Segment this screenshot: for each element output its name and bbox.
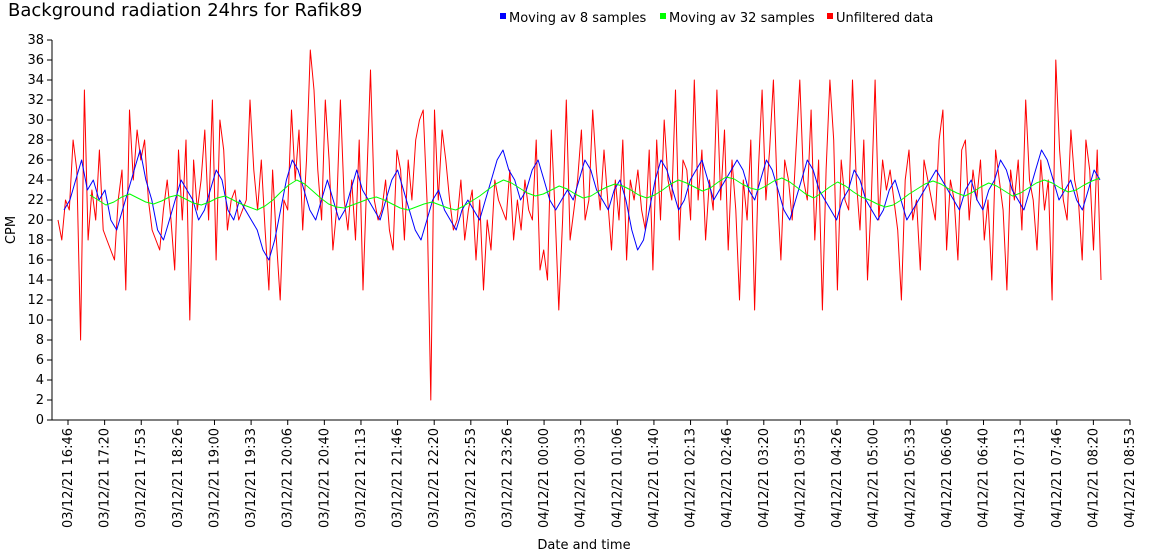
series-lines (57, 49, 1102, 401)
y-tick-label: 2 (36, 393, 44, 408)
x-tick-label: 04/12/21 00:00 (537, 428, 552, 528)
legend-label-2: Unfiltered data (836, 11, 933, 26)
y-tick-label: 32 (27, 93, 44, 108)
x-tick-label: 04/12/21 02:13 (684, 428, 699, 528)
series-line-1 (89, 176, 1101, 211)
y-tick-label: 38 (27, 33, 44, 48)
x-tick-label: 03/12/21 20:06 (281, 428, 296, 528)
series-line-2 (57, 49, 1102, 401)
y-tick-label: 8 (36, 333, 44, 348)
x-tick-label: 04/12/21 07:13 (1013, 428, 1028, 528)
x-tick-label: 03/12/21 22:53 (464, 428, 479, 528)
legend-swatch-2 (827, 13, 833, 19)
x-tick-label: 04/12/21 07:46 (1050, 428, 1065, 528)
y-tick-label: 20 (27, 213, 44, 228)
y-tick-label: 36 (27, 53, 44, 68)
y-tick-label: 4 (36, 373, 44, 388)
series-line-0 (63, 149, 1101, 261)
x-tick-label: 04/12/21 05:33 (903, 428, 918, 528)
legend-label-1: Moving av 32 samples (669, 11, 815, 26)
legend-swatch-1 (660, 13, 666, 19)
x-tick-label: 04/12/21 06:40 (977, 428, 992, 528)
x-tick-label: 03/12/21 17:20 (98, 428, 113, 528)
y-tick-label: 14 (27, 273, 44, 288)
x-axis-label: Date and time (537, 538, 630, 553)
x-tick-label: 03/12/21 23:26 (500, 428, 515, 528)
y-tick-label: 10 (27, 313, 44, 328)
x-tick-label: 04/12/21 01:40 (647, 428, 662, 528)
legend-label-0: Moving av 8 samples (509, 11, 647, 26)
axes (51, 40, 1130, 421)
x-tick-label: 04/12/21 06:06 (940, 428, 955, 528)
y-tick-label: 18 (27, 233, 44, 248)
y-tick-label: 6 (36, 353, 44, 368)
x-tick-label: 03/12/21 17:53 (134, 428, 149, 528)
y-tick-label: 12 (27, 293, 44, 308)
y-tick-label: 24 (27, 173, 44, 188)
y-tick-label: 16 (27, 253, 44, 268)
x-tick-label: 03/12/21 19:00 (207, 428, 222, 528)
y-tick-label: 34 (27, 73, 44, 88)
x-tick-label: 04/12/21 03:53 (793, 428, 808, 528)
y-tick-label: 22 (27, 193, 44, 208)
x-tick-label: 03/12/21 22:20 (427, 428, 442, 528)
chart-title: Background radiation 24hrs for Rafik89 (8, 0, 362, 21)
x-tick-label: 04/12/21 00:33 (574, 428, 589, 528)
x-tick-label: 03/12/21 21:13 (354, 428, 369, 528)
x-tick-label: 03/12/21 16:46 (61, 428, 76, 528)
x-tick-label: 04/12/21 04:26 (830, 428, 845, 528)
y-tick-label: 0 (36, 413, 44, 428)
x-tick-label: 03/12/21 19:33 (244, 428, 259, 528)
x-tick-label: 04/12/21 02:46 (720, 428, 735, 528)
x-tick-label: 04/12/21 03:20 (757, 428, 772, 528)
y-tick-label: 26 (27, 153, 44, 168)
y-tick-label: 30 (27, 113, 44, 128)
y-axis-label: CPM (4, 216, 19, 244)
y-tick-label: 28 (27, 133, 44, 148)
legend: Moving av 8 samples Moving av 32 samples U… (500, 11, 933, 26)
x-tick-label: 03/12/21 20:40 (317, 428, 332, 528)
x-tick-label: 04/12/21 05:00 (867, 428, 882, 528)
x-tick-label: 04/12/21 08:53 (1123, 428, 1138, 528)
x-tick-label: 03/12/21 21:46 (391, 428, 406, 528)
x-ticks: 03/12/21 16:46 03/12/21 17:20 03/12/21 17:… (61, 420, 1138, 528)
legend-swatch-0 (500, 13, 506, 19)
x-tick-label: 04/12/21 08:20 (1086, 428, 1101, 528)
x-tick-label: 04/12/21 01:06 (610, 428, 625, 528)
x-tick-label: 03/12/21 18:26 (171, 428, 186, 528)
